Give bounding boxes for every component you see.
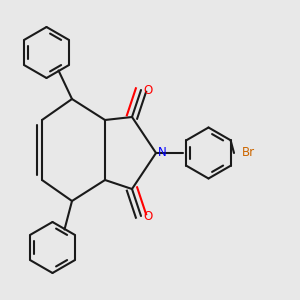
Text: N: N [158, 146, 166, 160]
Text: O: O [144, 83, 153, 97]
Text: O: O [144, 209, 153, 223]
Text: Br: Br [242, 146, 255, 160]
